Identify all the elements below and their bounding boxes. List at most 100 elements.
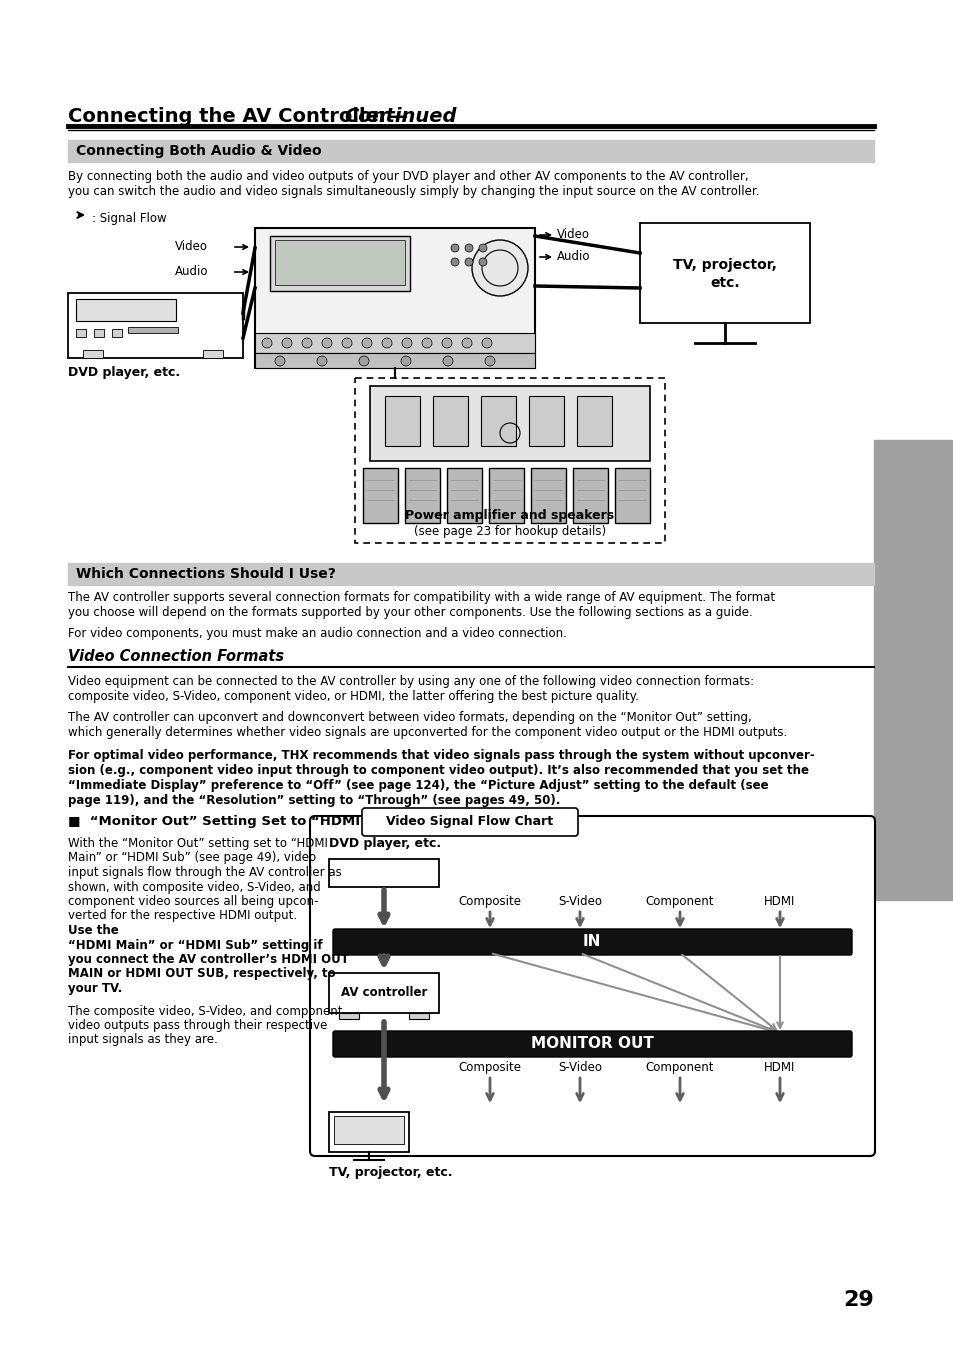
FancyBboxPatch shape — [333, 929, 851, 955]
Circle shape — [274, 357, 285, 366]
Text: MAIN or HDMI OUT SUB, respectively, to: MAIN or HDMI OUT SUB, respectively, to — [68, 967, 335, 981]
FancyBboxPatch shape — [333, 1031, 851, 1056]
Text: Component: Component — [645, 894, 714, 908]
Circle shape — [381, 338, 392, 349]
Text: By connecting both the audio and video outputs of your DVD player and other AV c: By connecting both the audio and video o… — [68, 170, 748, 182]
FancyBboxPatch shape — [361, 808, 578, 836]
Bar — [203, 350, 223, 358]
Bar — [531, 467, 565, 523]
Text: video outputs pass through their respective: video outputs pass through their respect… — [68, 1019, 327, 1032]
Text: Connecting Both Audio & Video: Connecting Both Audio & Video — [76, 145, 321, 158]
Bar — [270, 236, 410, 290]
Text: HDMI: HDMI — [763, 894, 795, 908]
Text: AV controller: AV controller — [340, 986, 427, 1000]
Text: “Immediate Display” preference to “Off” (see page 124), the “Picture Adjust” set: “Immediate Display” preference to “Off” … — [68, 780, 768, 792]
Bar — [334, 1116, 403, 1144]
Text: Video equipment can be connected to the AV controller by using any one of the fo: Video equipment can be connected to the … — [68, 676, 753, 688]
Text: you choose will depend on the formats supported by your other components. Use th: you choose will depend on the formats su… — [68, 607, 752, 619]
Text: : Signal Flow: : Signal Flow — [91, 212, 167, 226]
Text: DVD player, etc.: DVD player, etc. — [68, 366, 180, 380]
Bar — [355, 378, 664, 543]
Text: Composite: Composite — [458, 894, 521, 908]
Text: TV, projector, etc.: TV, projector, etc. — [329, 1166, 452, 1179]
Text: which generally determines whether video signals are upconverted for the compone: which generally determines whether video… — [68, 725, 786, 739]
Text: Continued: Continued — [344, 107, 456, 126]
Bar — [363, 467, 397, 523]
Text: you connect the AV controller’s HDMI OUT: you connect the AV controller’s HDMI OUT — [68, 952, 349, 966]
Bar — [76, 299, 175, 322]
Bar — [128, 327, 178, 332]
Text: For video components, you must make an audio connection and a video connection.: For video components, you must make an a… — [68, 627, 566, 640]
Bar — [254, 228, 535, 367]
Circle shape — [472, 240, 527, 296]
Circle shape — [400, 357, 411, 366]
Text: component video sources all being upcon-: component video sources all being upcon- — [68, 894, 318, 908]
Bar — [94, 330, 104, 336]
Circle shape — [478, 245, 486, 253]
Text: Audio: Audio — [557, 250, 590, 263]
Text: S-Video: S-Video — [558, 1061, 601, 1074]
Bar — [329, 1112, 409, 1152]
Bar — [577, 396, 612, 446]
Circle shape — [421, 338, 432, 349]
Circle shape — [302, 338, 312, 349]
Text: For optimal video performance, THX recommends that video signals pass through th: For optimal video performance, THX recom… — [68, 748, 814, 762]
Text: you can switch the audio and video signals simultaneously simply by changing the: you can switch the audio and video signa… — [68, 185, 759, 199]
Text: Component: Component — [645, 1061, 714, 1074]
Circle shape — [451, 245, 458, 253]
Text: sion (e.g., component video input through to component video output). It’s also : sion (e.g., component video input throug… — [68, 765, 808, 777]
Bar — [68, 141, 873, 162]
Text: Video: Video — [557, 228, 589, 240]
Circle shape — [322, 338, 332, 349]
Text: IN: IN — [582, 935, 600, 950]
Bar — [329, 973, 438, 1013]
Bar — [639, 223, 809, 323]
Bar — [409, 1013, 429, 1019]
Text: Video Connection Formats: Video Connection Formats — [68, 648, 284, 663]
Bar — [615, 467, 649, 523]
Bar — [573, 467, 607, 523]
Bar — [68, 293, 243, 358]
Bar — [370, 386, 649, 461]
Bar — [76, 330, 86, 336]
Text: shown, with composite video, S-Video, and: shown, with composite video, S-Video, an… — [68, 881, 320, 893]
Circle shape — [282, 338, 292, 349]
Text: MONITOR OUT: MONITOR OUT — [530, 1036, 653, 1051]
Circle shape — [464, 245, 473, 253]
Circle shape — [316, 357, 327, 366]
Text: input signals as they are.: input signals as they are. — [68, 1034, 217, 1047]
Text: Use the: Use the — [68, 924, 118, 938]
Text: Audio: Audio — [174, 265, 209, 278]
Circle shape — [361, 338, 372, 349]
Text: composite video, S-Video, component video, or HDMI, the latter offering the best: composite video, S-Video, component vide… — [68, 690, 639, 703]
Text: input signals flow through the AV controller as: input signals flow through the AV contro… — [68, 866, 341, 880]
Circle shape — [401, 338, 412, 349]
Circle shape — [451, 258, 458, 266]
Text: Video: Video — [174, 240, 208, 253]
Circle shape — [484, 357, 495, 366]
Circle shape — [481, 338, 492, 349]
Text: TV, projector,: TV, projector, — [673, 258, 776, 272]
Text: DVD player, etc.: DVD player, etc. — [329, 838, 440, 850]
Text: your TV.: your TV. — [68, 982, 122, 994]
Text: The AV controller can upconvert and downconvert between video formats, depending: The AV controller can upconvert and down… — [68, 711, 751, 724]
Text: Connecting the AV Controller—: Connecting the AV Controller— — [68, 107, 408, 126]
Text: With the “Monitor Out” setting set to “HDMI: With the “Monitor Out” setting set to “H… — [68, 838, 328, 850]
Text: The composite video, S-Video, and component: The composite video, S-Video, and compon… — [68, 1005, 342, 1017]
Text: HDMI: HDMI — [763, 1061, 795, 1074]
Text: verted for the respective HDMI output.: verted for the respective HDMI output. — [68, 909, 300, 923]
FancyBboxPatch shape — [310, 816, 874, 1156]
Text: “HDMI Main” or “HDMI Sub” setting if: “HDMI Main” or “HDMI Sub” setting if — [68, 939, 322, 951]
Bar — [489, 467, 523, 523]
Text: Main” or “HDMI Sub” (see page 49), video: Main” or “HDMI Sub” (see page 49), video — [68, 851, 315, 865]
Bar — [254, 332, 535, 353]
Text: Composite: Composite — [458, 1061, 521, 1074]
Text: etc.: etc. — [709, 276, 739, 290]
Bar — [480, 396, 516, 446]
Text: The AV controller supports several connection formats for compatibility with a w: The AV controller supports several conne… — [68, 590, 774, 604]
Bar — [68, 563, 873, 585]
Bar — [405, 467, 439, 523]
Circle shape — [464, 258, 473, 266]
Bar — [873, 440, 953, 900]
Circle shape — [441, 338, 452, 349]
